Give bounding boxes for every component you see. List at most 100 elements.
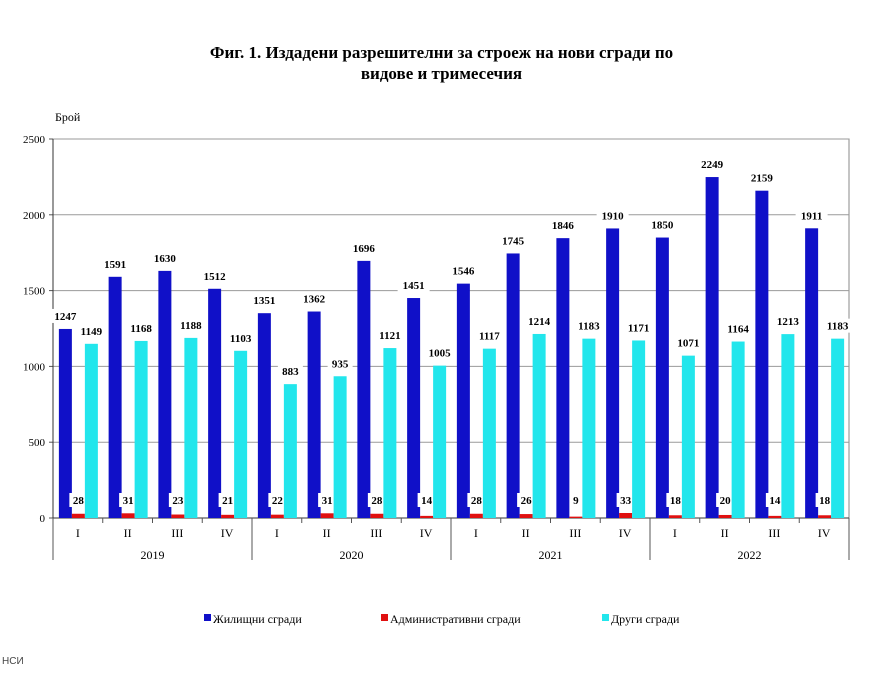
data-label: 883 [282,366,299,378]
data-label-bg [367,493,386,507]
x-tick-label: IV [420,526,433,540]
bar-series-3 [184,337,198,518]
data-label-bg [517,493,536,507]
data-label-bg [198,268,231,283]
data-label: 26 [521,495,533,507]
bar-series-2 [519,514,533,518]
bar-series-1 [257,313,271,518]
data-label: 1351 [253,295,275,307]
x-tick-label: III [569,526,581,540]
data-label-bg [646,217,679,232]
bar-series-3 [84,343,98,518]
data-label-bg [795,208,828,223]
x-tick-label: III [768,526,780,540]
bar-series-2 [569,516,583,518]
y-tick-label: 2000 [23,210,46,222]
bar-series-2 [370,513,384,518]
data-label-bg [447,263,480,278]
data-label: 935 [332,358,349,370]
data-label: 1451 [403,280,425,292]
bar-series-3 [681,355,695,518]
x-tick-label: IV [818,526,831,540]
data-label: 1247 [54,311,77,323]
data-label: 1117 [479,331,500,343]
data-label-bg [397,278,430,293]
chart-title-line-2: видове и тримесечия [360,64,523,83]
bar-series-3 [383,348,397,518]
bar-series-1 [705,177,719,518]
bar-series-1 [655,237,669,519]
data-label: 18 [670,495,682,507]
legend-swatch-3 [602,614,609,621]
bar-series-2 [121,513,135,518]
data-label: 9 [573,495,579,507]
data-label: 18 [819,495,831,507]
data-label-bg [168,493,187,507]
bar-series-3 [632,340,646,518]
x-tick-label: III [171,526,183,540]
data-label: 1512 [204,271,227,283]
data-label: 14 [421,495,433,507]
bar-series-2 [668,515,682,518]
year-label: 2019 [141,548,165,562]
bar-series-3 [234,350,248,518]
data-label-bg [765,493,784,507]
bar-series-3 [333,376,347,518]
data-label: 33 [620,495,632,507]
data-label-bg [298,291,331,306]
bar-series-2 [171,514,185,518]
data-label: 1850 [651,220,674,232]
data-label: 1149 [81,326,103,338]
bar-series-2 [71,513,85,518]
data-label-bg [248,293,281,308]
bar-series-1 [805,228,819,518]
data-label: 1910 [602,210,625,222]
bar-series-2 [818,515,832,518]
data-label-bg [546,218,579,233]
bar-series-3 [482,348,496,518]
data-label-bg [815,493,834,507]
data-label-bg [423,345,456,360]
bar-series-3 [831,338,845,518]
data-label: 1071 [677,338,699,350]
chart-title: Фиг. 1. Издадени разрешителни за строеж … [0,42,883,84]
bar-series-2 [221,514,235,518]
data-label: 1171 [628,322,649,334]
data-label-bg [570,493,582,507]
bar-series-1 [755,190,769,518]
bar-series-2 [768,515,782,518]
bar-series-3 [433,365,447,518]
data-label-bg [277,364,303,379]
data-label-bg [596,208,629,223]
data-label: 1213 [777,316,800,328]
data-label: 28 [471,495,483,507]
data-label: 1164 [727,324,749,336]
data-label: 1546 [452,266,475,278]
bar-series-2 [320,513,334,518]
data-label-bg [771,314,804,329]
data-label-bg [268,493,287,507]
bar-series-3 [134,340,148,518]
x-tick-label: I [275,526,279,540]
bar-series-2 [270,514,284,518]
data-label-bg [119,493,138,507]
data-label: 1183 [827,321,849,333]
data-label: 31 [322,495,333,507]
data-label: 1591 [104,259,126,271]
data-label: 20 [720,495,732,507]
bar-series-2 [469,513,483,518]
bar-series-1 [407,298,421,518]
bar-series-2 [718,514,732,518]
bar-series-1 [606,228,620,518]
data-label: 1911 [801,210,822,222]
y-tick-label: 500 [29,437,46,449]
bar-series-3 [731,341,745,518]
data-label: 21 [222,495,233,507]
x-tick-label: IV [221,526,234,540]
data-label: 1696 [353,243,376,255]
data-label-bg [821,318,854,333]
legend-swatch-1 [204,614,211,621]
data-label-bg [672,335,705,350]
data-label-bg [125,320,158,335]
